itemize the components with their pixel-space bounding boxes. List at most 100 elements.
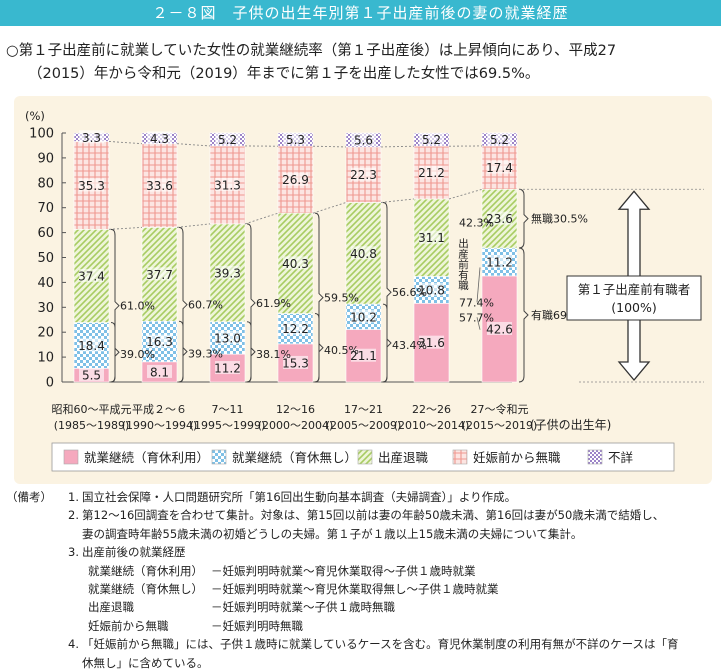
x-tick-label: 昭和60～平成元 [52, 403, 132, 416]
legend-swatch [453, 450, 467, 464]
note-text: 「妊娠前から無職」には、子供１歳時に就業しているケースを含む。育児休業制度の利用… [82, 637, 679, 651]
connector-line [313, 202, 346, 213]
x-tick-label-years: (2005～2009) [326, 419, 402, 432]
value-label: 10.2 [350, 310, 377, 324]
stacked-bar-chart: (%)0102030405060708090100昭和60～平成元(1985～1… [14, 96, 712, 484]
definition-row: 妊娠前から無職－妊娠判明時無職 [6, 617, 718, 635]
definition-term: 出産退職 [88, 598, 211, 616]
value-label: 21.2 [418, 166, 445, 180]
x-tick-label-years: (1985～1989) [54, 419, 130, 432]
y-tick-label: 50 [37, 251, 54, 266]
y-tick-label: 90 [37, 151, 54, 166]
bracket-label-employed-before: 61.0% [120, 300, 155, 313]
note-row-2: 2.第12～16回調査を合わせて集計。対象は、第15回以前は妻の年齢50歳未満、… [6, 506, 718, 524]
legend-swatch [212, 450, 226, 464]
value-label: 18.4 [78, 339, 105, 353]
value-label: 16.3 [146, 335, 173, 349]
value-label: 5.3 [286, 133, 305, 147]
x-tick-label-years: (2010～2014) [394, 419, 470, 432]
y-tick-label: 10 [37, 351, 54, 366]
value-label: 11.2 [214, 362, 241, 376]
bracket-label-continued: 39.0% [120, 348, 155, 361]
summary-text: ○第１子出産前に就業していた女性の就業継続率（第１子出産後）は上昇傾向にあり、平… [6, 40, 716, 86]
connector-line [177, 224, 210, 227]
y-tick-label: 0 [46, 376, 54, 391]
note-text: 妻の調査時年齢55歳未満の初婚どうしの夫婦。第１子が１歳以上15歳未満の夫婦につ… [82, 527, 582, 541]
notes-label: （備考） [6, 488, 68, 506]
legend-label: 就業継続（育休無し） [232, 450, 357, 465]
y-tick-label: 80 [37, 176, 54, 191]
definition-desc: －妊娠判明時無職 [211, 619, 303, 633]
connector-line [177, 144, 210, 146]
connector-line [109, 227, 142, 229]
x-axis-title: (子供の出生年) [530, 418, 611, 432]
value-label: 5.5 [82, 369, 101, 383]
label-unemployed: 無職30.5% [531, 212, 588, 226]
x-tick-label: 27～令和元 [471, 402, 529, 416]
y-tick-label: 20 [37, 326, 54, 341]
value-label: 8.1 [150, 365, 169, 379]
bracket-label-continued: 40.5% [324, 344, 359, 357]
definition-row: 出産退職－妊娠判明時就業～子供１歳時無職 [6, 598, 718, 616]
note-num: 2. [68, 506, 82, 524]
x-tick-label-years: (1995～1999) [190, 419, 266, 432]
x-tick-label-years: (2015～2019) [462, 419, 538, 432]
definition-term: 妊娠前から無職 [88, 617, 211, 635]
definition-desc: －妊娠判明時就業～子供１歳時無職 [211, 600, 395, 614]
value-label: 4.3 [150, 132, 169, 146]
x-tick-label: 7～11 [212, 403, 244, 416]
value-label: 40.3 [282, 257, 309, 271]
value-label: 11.2 [486, 255, 513, 269]
bracket-label-employed-before: 59.5% [324, 292, 359, 305]
x-tick-label: 平成２～６ [132, 403, 187, 416]
y-tick-label: 30 [37, 301, 54, 316]
connector-line [313, 146, 346, 147]
summary-line-2: （2015）年から令和元（2019）年までに第１子を出産した女性では69.5%。 [6, 63, 716, 86]
x-tick-label: 12～16 [276, 403, 315, 416]
value-label: 5.2 [218, 133, 237, 147]
legend-swatch [588, 450, 602, 464]
figure-title: ２－８図 子供の出生年別第１子出産前後の妻の就業経歴 [0, 0, 721, 26]
connector-line [109, 141, 142, 143]
x-tick-label: 17～21 [344, 403, 383, 416]
value-label: 12.2 [282, 322, 309, 336]
y-axis-unit: (%) [25, 109, 45, 123]
note-text: 第12～16回調査を合わせて集計。対象は、第15回以前は妻の年齢50歳未満、第1… [82, 508, 664, 522]
definition-term: 就業継続（育休利用） [88, 562, 211, 580]
note-text: 国立社会保障・人口問題研究所「第16回出生動向基本調査（夫婦調査）」より作成。 [82, 490, 516, 504]
value-label: 5.2 [490, 133, 509, 147]
connector-line [381, 199, 414, 202]
x-tick-label: 22～26 [412, 403, 451, 416]
definition-desc: －妊娠判明時就業～育児休業取得～子供１歳時就業 [211, 564, 476, 578]
value-label: 42.6 [486, 322, 513, 336]
notes: （備考）1.国立社会保障・人口問題研究所「第16回出生動向基本調査（夫婦調査）」… [6, 488, 718, 672]
x-tick-label-years: (2000～2004) [258, 419, 334, 432]
definition-row: 就業継続（育休無し）－妊娠判明時就業～育児休業取得無し～子供１歳時就業 [6, 580, 718, 598]
note-row-4: 4.「妊娠前から無職」には、子供１歳時に就業しているケースを含む。育児休業制度の… [6, 635, 718, 653]
connector-line [449, 189, 482, 199]
value-label: 31.1 [418, 231, 445, 245]
note-text: 出産前後の就業経歴 [82, 545, 186, 559]
box-label-1: 第１子出産前有職者 [578, 282, 691, 297]
definition-term: 就業継続（育休無し） [88, 580, 211, 598]
value-label: 31.3 [214, 178, 241, 192]
value-label: 33.6 [146, 179, 173, 193]
summary-line-1: ○第１子出産前に就業していた女性の就業継続率（第１子出産後）は上昇傾向にあり、平… [6, 40, 716, 63]
connector-line [245, 213, 278, 224]
definition-desc: －妊娠判明時就業～育児休業取得無し～子供１歳時就業 [211, 582, 499, 596]
legend-label: 不詳 [608, 450, 633, 465]
value-label: 39.3 [214, 266, 241, 280]
box-label-2: (100%) [611, 300, 657, 315]
note-num: 4. [68, 635, 82, 653]
note-row-3: 3.出産前後の就業経歴 [6, 543, 718, 561]
value-label: 5.6 [354, 133, 373, 147]
y-tick-label: 100 [29, 127, 54, 142]
bracket-label-continued: 39.3% [188, 348, 223, 361]
vertical-label: 出産前有職 [457, 237, 469, 291]
legend-label: 出産退職 [378, 450, 429, 465]
connector-line [381, 146, 414, 147]
note-num: 1. [68, 488, 82, 506]
value-label: 35.3 [78, 179, 105, 193]
bracket-label-continued: 43.4% [392, 339, 427, 352]
